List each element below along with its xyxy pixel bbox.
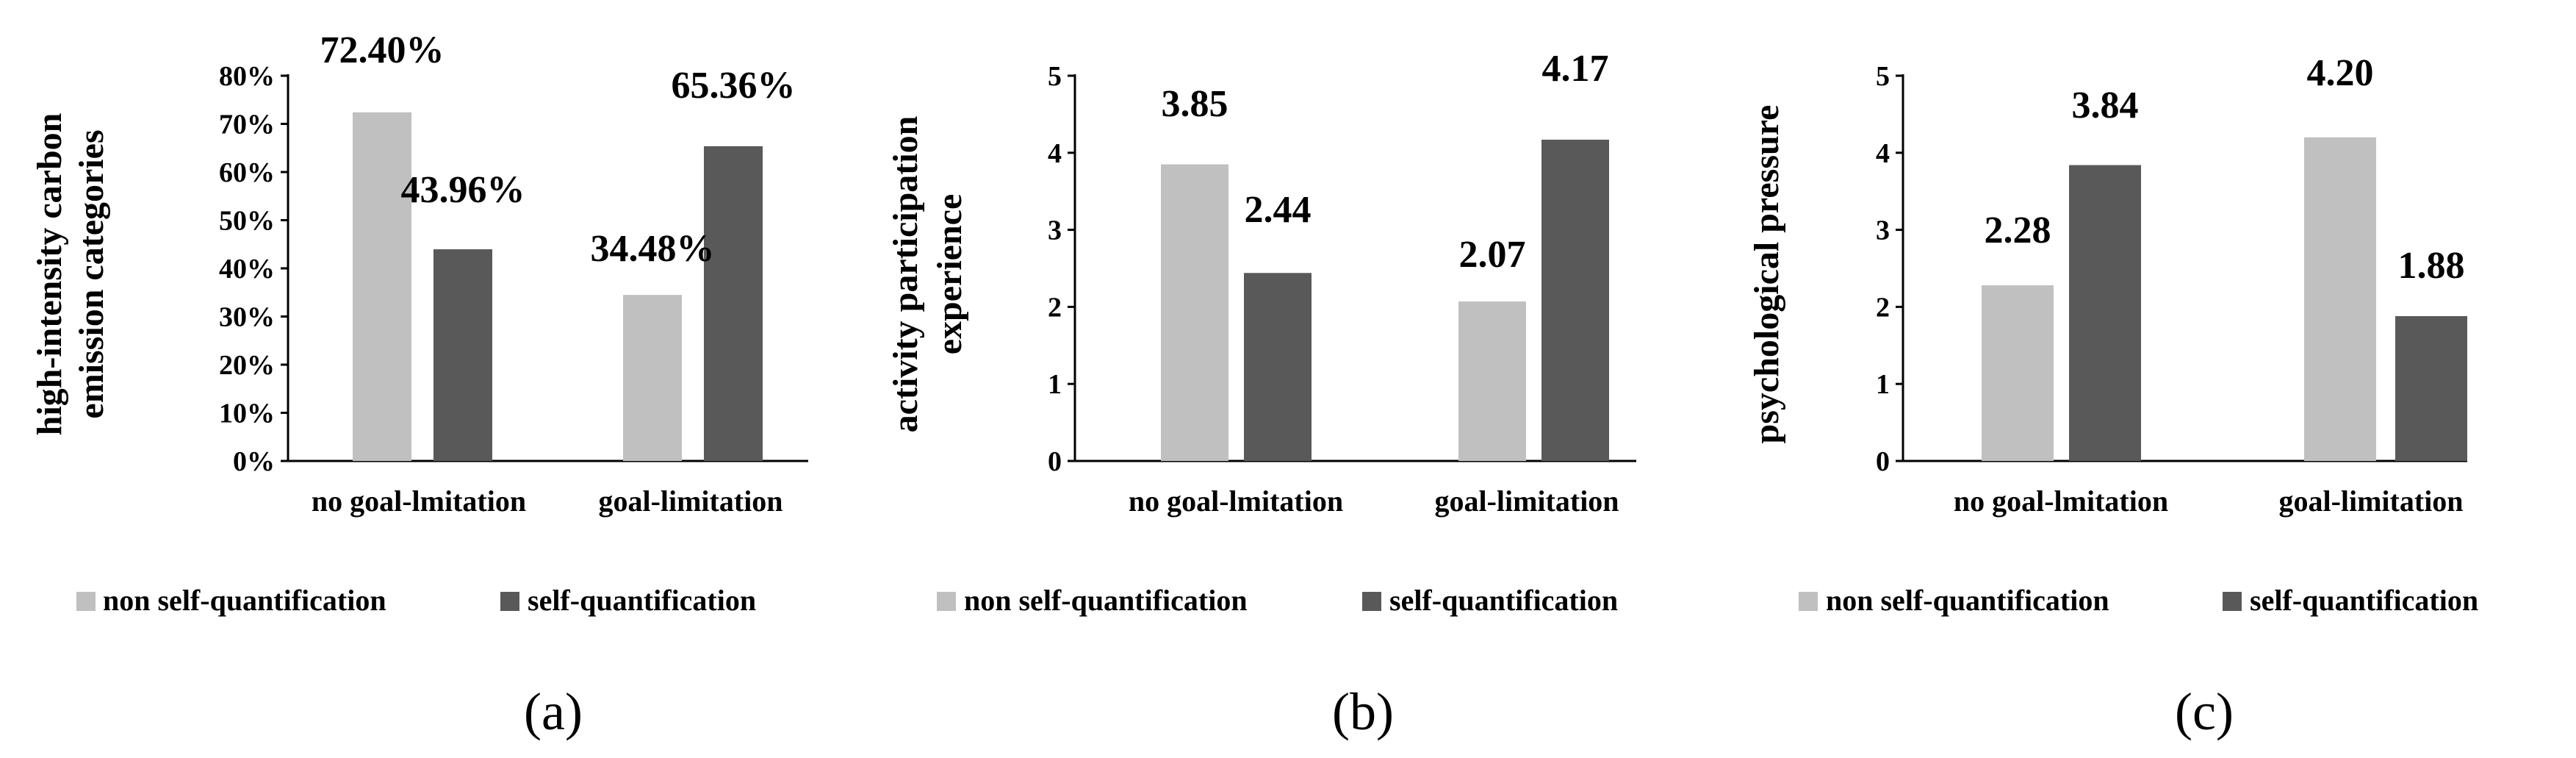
panel-a-y-tick-label: 0%: [233, 446, 275, 477]
panel-c-y-tick-label: 3: [1876, 215, 1890, 246]
panel-b-bar-self-goal: [1541, 139, 1609, 461]
panel-a-y-axis-title: emission categories: [72, 129, 111, 418]
panel-a-data-label: 43.96%: [401, 169, 525, 211]
panel-a-y-tick-label: 80%: [219, 61, 275, 92]
panel-b-legend-label: self-quantification: [1389, 584, 1618, 617]
panel-c-y-tick-label: 2: [1876, 292, 1890, 323]
panel-a-caption-label: (a): [524, 682, 583, 741]
panel-a-y-tick-label: 40%: [219, 254, 275, 285]
panel-a-y-tick-label: 60%: [219, 157, 275, 188]
panel-a-data-label: 65.36%: [672, 65, 796, 107]
panel-c-data-label: 1.88: [2398, 245, 2465, 287]
panel-a-y-tick-label: 70%: [219, 110, 275, 140]
panel-b-y-tick-label: 1: [1048, 369, 1062, 400]
panel-a-data-label: 34.48%: [591, 228, 715, 270]
panel-a-y-tick-label: 10%: [219, 398, 275, 429]
panel-b-data-label: 4.17: [1542, 48, 1609, 90]
panel-b-bar-self-no-goal: [1244, 273, 1312, 461]
panel-c-bar-non-self-no-goal: [1982, 285, 2054, 461]
panel-c-y-tick-label: 0: [1876, 446, 1890, 477]
panel-c-category-label: no goal-lmitation: [1954, 485, 2168, 518]
panel-b-category-label: no goal-lmitation: [1129, 485, 1343, 518]
panel-a-bar-self-no-goal: [433, 249, 492, 461]
panel-b-legend-swatch-self-quantification: [1362, 592, 1381, 611]
panel-b-data-label: 2.44: [1245, 189, 1312, 231]
panel-b-data-label: 3.85: [1162, 83, 1228, 125]
panel-b-y-tick-label: 3: [1048, 215, 1062, 246]
panel-a-y-tick-label: 50%: [219, 206, 275, 237]
panel-a-y-tick-label: 30%: [219, 302, 275, 333]
panel-c-bar-non-self-goal: [2304, 137, 2376, 461]
panel-a-legend-label: self-quantification: [528, 584, 756, 617]
panel-c-y-tick-label: 5: [1876, 61, 1890, 92]
panel-c-data-label: 2.28: [1985, 210, 2051, 251]
panel-a-bar-self-goal: [704, 146, 763, 461]
panel-c-legend-label: non self-quantification: [1826, 584, 2109, 617]
panel-a-legend-swatch-non-self-quantification: [76, 592, 96, 611]
panel-c-caption-label: (c): [2175, 682, 2234, 741]
panel-a-y-axis-title: high-intensity carbon: [30, 113, 69, 436]
panel-b-y-axis-title: activity participation: [886, 116, 925, 433]
panel-b-data-label: 2.07: [1459, 234, 1526, 276]
panel-b-category-label: goal-limitation: [1434, 485, 1619, 518]
panel-a-bar-non-self-goal: [623, 295, 682, 461]
panel-c-data-label: 3.84: [2072, 85, 2139, 126]
panel-c-bar-self-goal: [2395, 315, 2467, 461]
panel-c-legend-swatch-non-self-quantification: [1799, 592, 1818, 611]
panel-a-y-tick-label: 20%: [219, 350, 275, 381]
panel-a-data-label: 72.40%: [320, 29, 445, 71]
panel-c-legend-swatch-self-quantification: [2223, 592, 2242, 611]
panel-b-legend-swatch-non-self-quantification: [937, 592, 956, 611]
panel-a-bar-non-self-no-goal: [353, 112, 411, 461]
panel-a-category-label: goal-limitation: [598, 485, 782, 518]
panel-b-bar-non-self-no-goal: [1161, 164, 1228, 461]
panel-c-y-tick-label: 1: [1876, 369, 1890, 400]
panel-c-category-label: goal-limitation: [2278, 485, 2463, 518]
panel-c-bar-self-no-goal: [2069, 165, 2141, 461]
panel-a-legend-swatch-self-quantification: [500, 592, 519, 611]
panel-b-y-axis-title: experience: [930, 194, 969, 355]
panel-b-y-tick-label: 2: [1048, 292, 1062, 323]
panel-a-category-label: no goal-lmitation: [312, 485, 526, 518]
panel-b-y-tick-label: 5: [1048, 61, 1062, 92]
panel-b-bar-non-self-goal: [1458, 301, 1526, 461]
panel-b-legend-label: non self-quantification: [964, 584, 1248, 617]
panel-c-y-tick-label: 4: [1876, 138, 1890, 169]
panel-b-caption-label: (b): [1332, 682, 1394, 741]
panel-a-legend-label: non self-quantification: [103, 584, 386, 617]
panel-c-y-axis-title: psychological pressure: [1747, 105, 1786, 444]
panel-b-y-tick-label: 0: [1048, 446, 1062, 477]
panel-b-y-tick-label: 4: [1048, 138, 1062, 169]
panel-c-data-label: 4.20: [2307, 52, 2374, 94]
panel-c-legend-label: self-quantification: [2250, 584, 2478, 617]
